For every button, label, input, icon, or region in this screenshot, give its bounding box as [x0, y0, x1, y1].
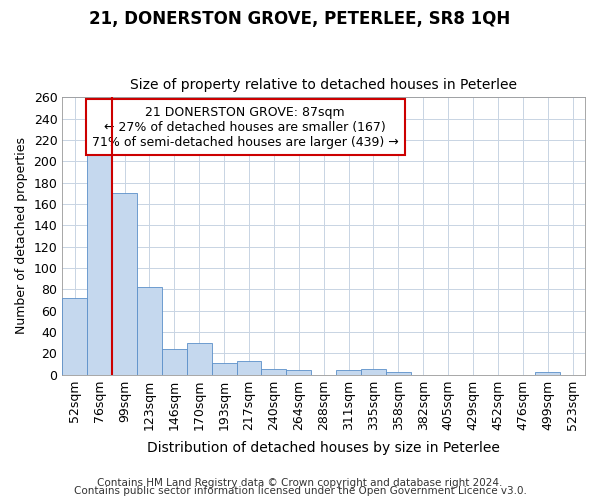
Text: 21, DONERSTON GROVE, PETERLEE, SR8 1QH: 21, DONERSTON GROVE, PETERLEE, SR8 1QH — [89, 10, 511, 28]
Bar — [236, 360, 262, 374]
Bar — [112, 194, 137, 374]
Text: 21 DONERSTON GROVE: 87sqm
← 27% of detached houses are smaller (167)
71% of semi: 21 DONERSTON GROVE: 87sqm ← 27% of detac… — [92, 106, 398, 148]
Bar — [62, 298, 87, 374]
Bar — [87, 155, 112, 374]
Bar — [162, 349, 187, 374]
Bar — [535, 372, 560, 374]
Text: Contains public sector information licensed under the Open Government Licence v3: Contains public sector information licen… — [74, 486, 526, 496]
Bar — [137, 287, 162, 374]
Bar — [386, 372, 411, 374]
Y-axis label: Number of detached properties: Number of detached properties — [15, 138, 28, 334]
Title: Size of property relative to detached houses in Peterlee: Size of property relative to detached ho… — [130, 78, 517, 92]
Bar — [212, 363, 236, 374]
Bar — [262, 369, 286, 374]
Text: Contains HM Land Registry data © Crown copyright and database right 2024.: Contains HM Land Registry data © Crown c… — [97, 478, 503, 488]
X-axis label: Distribution of detached houses by size in Peterlee: Distribution of detached houses by size … — [147, 441, 500, 455]
Bar — [336, 370, 361, 374]
Bar — [187, 342, 212, 374]
Bar — [361, 369, 386, 374]
Bar — [286, 370, 311, 374]
